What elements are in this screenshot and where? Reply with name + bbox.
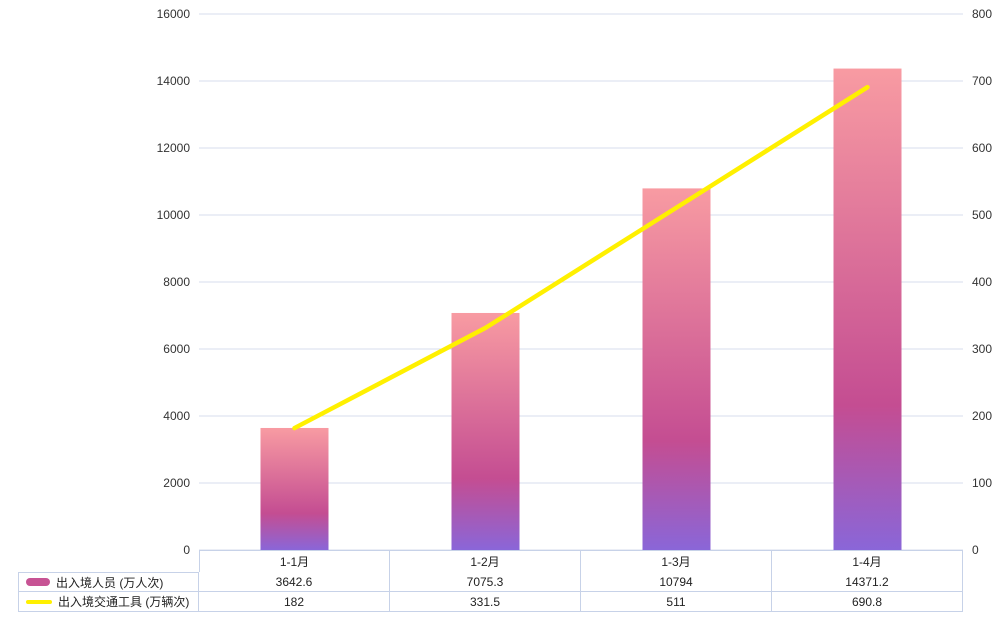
y-axis-right-tick-label: 0 xyxy=(972,543,979,557)
legend-label: 出入境交通工具 (万辆次) xyxy=(58,595,190,609)
bar-1-4月[interactable] xyxy=(833,68,902,551)
table-value: 14371.2 xyxy=(772,572,963,592)
line-series[interactable] xyxy=(292,84,870,431)
bar-1-2月[interactable] xyxy=(451,312,520,550)
y-axis-left-tick-label: 16000 xyxy=(157,7,191,21)
legend-item-persons[interactable]: 出入境人员 (万人次) xyxy=(18,572,199,592)
table-value: 182 xyxy=(199,592,390,612)
y-axis-right-tick-label: 500 xyxy=(972,208,992,222)
y-axis-right-tick-label: 300 xyxy=(972,342,992,356)
y-axis-left-tick-label: 14000 xyxy=(157,74,191,88)
y-axis-left-tick-label: 0 xyxy=(183,543,190,557)
y-axis-right-tick-label: 100 xyxy=(972,476,992,490)
legend-label: 出入境人员 (万人次) xyxy=(56,575,164,590)
line-series-swatch-icon xyxy=(26,599,52,604)
y-axis-right-tick-label: 700 xyxy=(972,74,992,88)
category-header: 1-3月 xyxy=(581,550,772,572)
table-value: 331.5 xyxy=(390,592,581,612)
table-value: 511 xyxy=(581,592,772,612)
table-value: 7075.3 xyxy=(390,572,581,592)
y-axis-left-tick-label: 8000 xyxy=(163,275,190,289)
table-corner-cell xyxy=(18,550,199,572)
legend-item-vehicles[interactable]: 出入境交通工具 (万辆次) xyxy=(18,592,199,612)
table-value: 3642.6 xyxy=(199,572,390,592)
y-axis-left-tick-label: 6000 xyxy=(163,342,190,356)
category-header: 1-2月 xyxy=(390,550,581,572)
y-axis-right-tick-label: 200 xyxy=(972,409,992,423)
bar-1-1月[interactable] xyxy=(260,427,329,550)
y-axis-right-tick-label: 800 xyxy=(972,7,992,21)
y-axis-left-tick-label: 12000 xyxy=(157,141,191,155)
data-table: 1-1月 1-2月 1-3月 1-4月 出入境人员 (万人次) 3642.6 7… xyxy=(18,550,963,612)
category-header: 1-1月 xyxy=(199,550,390,572)
bar-series-swatch-icon xyxy=(26,578,50,586)
table-value: 10794 xyxy=(581,572,772,592)
y-axis-right-tick-label: 400 xyxy=(972,275,992,289)
table-value: 690.8 xyxy=(772,592,963,612)
y-axis-left-tick-label: 2000 xyxy=(163,476,190,490)
bar-1-3月[interactable] xyxy=(642,188,711,550)
y-axis-right-tick-label: 600 xyxy=(972,141,992,155)
y-axis-left-tick-label: 10000 xyxy=(157,208,191,222)
category-header: 1-4月 xyxy=(772,550,963,572)
y-axis-left-tick-label: 4000 xyxy=(163,409,190,423)
